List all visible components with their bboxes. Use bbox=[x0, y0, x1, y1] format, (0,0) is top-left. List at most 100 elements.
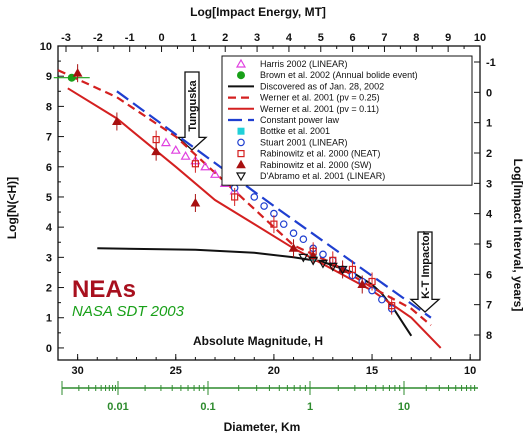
data-point-7 bbox=[260, 202, 268, 210]
data-point-9 bbox=[72, 68, 83, 77]
data-point-8 bbox=[270, 220, 278, 228]
legend-entry: Rabinowitz et al. 2000 (NEAT) bbox=[260, 149, 380, 159]
y-tick-label: 9 bbox=[46, 71, 52, 83]
diameter-tick-label: 0.1 bbox=[200, 401, 215, 413]
top-tick-label: -3 bbox=[61, 32, 71, 44]
legend-entry: Harris 2002 (LINEAR) bbox=[260, 59, 348, 69]
top-tick-label: 10 bbox=[474, 32, 486, 44]
x-axis-title: Absolute Magnitude, H bbox=[193, 334, 323, 348]
legend-swatch bbox=[237, 150, 245, 158]
data-point-0 bbox=[160, 137, 171, 147]
legend-box bbox=[221, 55, 473, 186]
data-point-8 bbox=[231, 193, 239, 201]
top-tick-label: 8 bbox=[413, 32, 419, 44]
top-tick-label: 9 bbox=[445, 32, 451, 44]
top-tick-label: 4 bbox=[286, 32, 293, 44]
y-tick-label: 1 bbox=[46, 313, 52, 325]
data-point-7 bbox=[279, 220, 288, 228]
data-point-0 bbox=[209, 169, 221, 178]
x-tick-label: 10 bbox=[464, 365, 476, 377]
top-axis-title: Log[Impact Energy, MT] bbox=[190, 5, 326, 19]
top-tick-label: 1 bbox=[190, 32, 196, 44]
y-tick-label: 7 bbox=[46, 132, 52, 144]
series-line-2 bbox=[97, 247, 413, 337]
top-tick-label: 2 bbox=[222, 32, 228, 44]
data-point-0 bbox=[200, 161, 211, 171]
data-point-8 bbox=[348, 265, 357, 274]
data-point-10 bbox=[327, 262, 338, 272]
legend-entry: Constant power law bbox=[260, 115, 340, 125]
legend-entry: Bottke et al. 2001 bbox=[260, 126, 330, 136]
data-point-9 bbox=[288, 243, 299, 252]
data-point-10 bbox=[317, 259, 329, 269]
y-tick-label: 6 bbox=[46, 162, 52, 174]
legend-entry: Discovered as of Jan. 28, 2002 bbox=[260, 81, 384, 91]
right-tick-label: 7 bbox=[486, 300, 492, 312]
legend-entry: Stuart 2001 (LINEAR) bbox=[260, 137, 348, 147]
top-tick-label: 7 bbox=[381, 32, 387, 44]
data-point-9 bbox=[151, 146, 162, 156]
legend-entry: Werner et al. 2001 (pv = 0.25) bbox=[260, 93, 380, 103]
data-point-7 bbox=[250, 193, 259, 201]
sdt-label: NASA SDT 2003 bbox=[72, 303, 185, 320]
top-tick-label: 3 bbox=[254, 32, 260, 44]
y-tick-label: 10 bbox=[40, 41, 52, 53]
plot-frame bbox=[57, 45, 481, 361]
data-point-0 bbox=[180, 150, 191, 160]
right-tick-label: -1 bbox=[486, 57, 496, 69]
diameter-tick-label: 10 bbox=[398, 401, 410, 413]
data-point-7 bbox=[289, 229, 298, 237]
right-tick-label: 0 bbox=[486, 87, 492, 99]
top-tick-label: 6 bbox=[350, 32, 356, 44]
y-tick-label: 3 bbox=[46, 252, 52, 264]
data-point-10 bbox=[308, 256, 319, 266]
legend-entry: Rabinowitz et al. 2000 (SW) bbox=[260, 160, 372, 170]
y-tick-label: 4 bbox=[46, 222, 53, 234]
right-tick-label: 1 bbox=[486, 118, 492, 130]
top-tick-label: 0 bbox=[158, 32, 164, 44]
top-tick-label: -1 bbox=[125, 32, 135, 44]
data-point-8 bbox=[191, 160, 199, 168]
legend-swatch bbox=[235, 58, 247, 68]
right-tick-label: 6 bbox=[486, 269, 492, 281]
legend-swatch bbox=[237, 138, 245, 147]
data-point-7 bbox=[299, 235, 308, 244]
tunguska-label: Tunguska bbox=[187, 80, 199, 132]
diameter-tick-label: 0.01 bbox=[107, 401, 128, 413]
y-tick-label: 8 bbox=[46, 101, 52, 113]
right-tick-label: 8 bbox=[486, 330, 492, 342]
y-axis-title: Log[N(<H)] bbox=[5, 177, 19, 239]
top-tick-label: -2 bbox=[93, 32, 103, 44]
legend-swatch bbox=[237, 127, 245, 135]
y-tick-label: 5 bbox=[46, 192, 52, 204]
tunguska-arrow bbox=[176, 71, 208, 151]
legend-swatch bbox=[236, 159, 246, 169]
data-point-0 bbox=[170, 144, 181, 154]
data-point-8 bbox=[152, 135, 160, 144]
legend-swatch bbox=[237, 71, 245, 80]
data-point-7 bbox=[319, 250, 327, 259]
series-line-5 bbox=[116, 90, 432, 319]
data-point-9 bbox=[190, 197, 201, 207]
data-point-7 bbox=[378, 295, 386, 304]
x-tick-label: 20 bbox=[268, 365, 280, 377]
data-point-10 bbox=[337, 265, 348, 275]
legend-entry: Werner et al. 2001 (pv = 0.11) bbox=[260, 104, 379, 114]
right-tick-label: 3 bbox=[486, 178, 492, 190]
data-point-9 bbox=[112, 116, 122, 125]
kt-arrow bbox=[409, 231, 441, 313]
x-tick-label: 15 bbox=[366, 365, 378, 377]
right-tick-label: 5 bbox=[486, 239, 492, 251]
x-tick-label: 25 bbox=[170, 365, 182, 377]
diameter-axis-title: Diameter, Km bbox=[224, 420, 301, 434]
neas-label: NEAs bbox=[72, 276, 136, 303]
right-axis-title: Log[Impact Interval, years] bbox=[511, 159, 523, 312]
y-tick-label: 2 bbox=[46, 283, 52, 295]
data-point-8 bbox=[388, 302, 396, 310]
diameter-tick-label: 1 bbox=[307, 401, 313, 413]
data-point-9 bbox=[357, 279, 368, 289]
x-tick-label: 30 bbox=[72, 365, 84, 377]
legend-entry: Brown et al. 2002 (Annual bolide event) bbox=[260, 70, 418, 80]
